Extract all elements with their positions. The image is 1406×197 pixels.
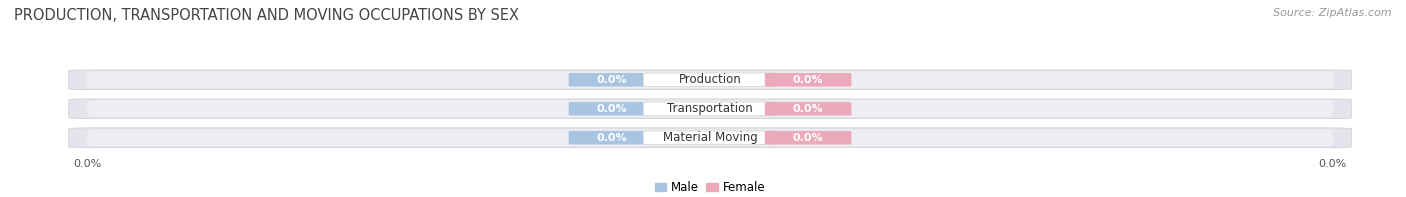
FancyBboxPatch shape bbox=[69, 128, 1351, 148]
Text: 0.0%: 0.0% bbox=[596, 104, 627, 114]
Text: Source: ZipAtlas.com: Source: ZipAtlas.com bbox=[1274, 8, 1392, 18]
FancyBboxPatch shape bbox=[765, 131, 852, 145]
FancyBboxPatch shape bbox=[87, 100, 1333, 117]
FancyBboxPatch shape bbox=[568, 102, 655, 116]
Text: PRODUCTION, TRANSPORTATION AND MOVING OCCUPATIONS BY SEX: PRODUCTION, TRANSPORTATION AND MOVING OC… bbox=[14, 8, 519, 23]
Text: Material Moving: Material Moving bbox=[662, 131, 758, 144]
Text: Transportation: Transportation bbox=[668, 102, 752, 115]
FancyBboxPatch shape bbox=[644, 73, 776, 87]
Text: 0.0%: 0.0% bbox=[793, 75, 824, 85]
Text: 0.0%: 0.0% bbox=[793, 104, 824, 114]
FancyBboxPatch shape bbox=[69, 99, 1351, 119]
FancyBboxPatch shape bbox=[644, 131, 776, 145]
FancyBboxPatch shape bbox=[568, 131, 655, 145]
Legend: Male, Female: Male, Female bbox=[650, 177, 770, 197]
FancyBboxPatch shape bbox=[69, 70, 1351, 90]
Text: 0.0%: 0.0% bbox=[596, 75, 627, 85]
Text: 0.0%: 0.0% bbox=[596, 133, 627, 143]
Text: Production: Production bbox=[679, 73, 741, 86]
FancyBboxPatch shape bbox=[568, 73, 655, 87]
Text: 0.0%: 0.0% bbox=[793, 133, 824, 143]
FancyBboxPatch shape bbox=[87, 71, 1333, 88]
FancyBboxPatch shape bbox=[765, 73, 852, 87]
FancyBboxPatch shape bbox=[87, 129, 1333, 146]
FancyBboxPatch shape bbox=[765, 102, 852, 116]
FancyBboxPatch shape bbox=[644, 102, 776, 116]
